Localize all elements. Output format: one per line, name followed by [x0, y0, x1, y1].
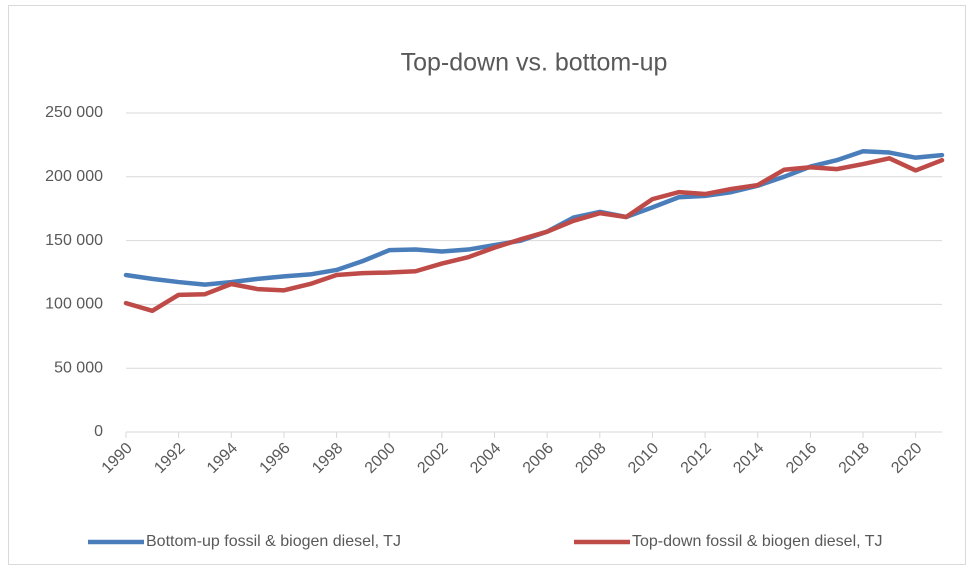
- legend-label: Bottom-up fossil & biogen diesel, TJ: [146, 533, 401, 550]
- y-tick-label: 200 000: [45, 168, 103, 185]
- y-tick-label: 0: [94, 423, 103, 440]
- y-tick-label: 50 000: [54, 359, 103, 376]
- y-tick-label: 100 000: [45, 296, 103, 313]
- chart-title: Top-down vs. bottom-up: [401, 49, 668, 77]
- chart-frame: [8, 5, 966, 565]
- y-tick-label: 250 000: [45, 104, 103, 121]
- series-line: [123, 156, 945, 314]
- legend-label: Top-down fossil & biogen diesel, TJ: [632, 533, 883, 550]
- y-tick-label: 150 000: [45, 232, 103, 249]
